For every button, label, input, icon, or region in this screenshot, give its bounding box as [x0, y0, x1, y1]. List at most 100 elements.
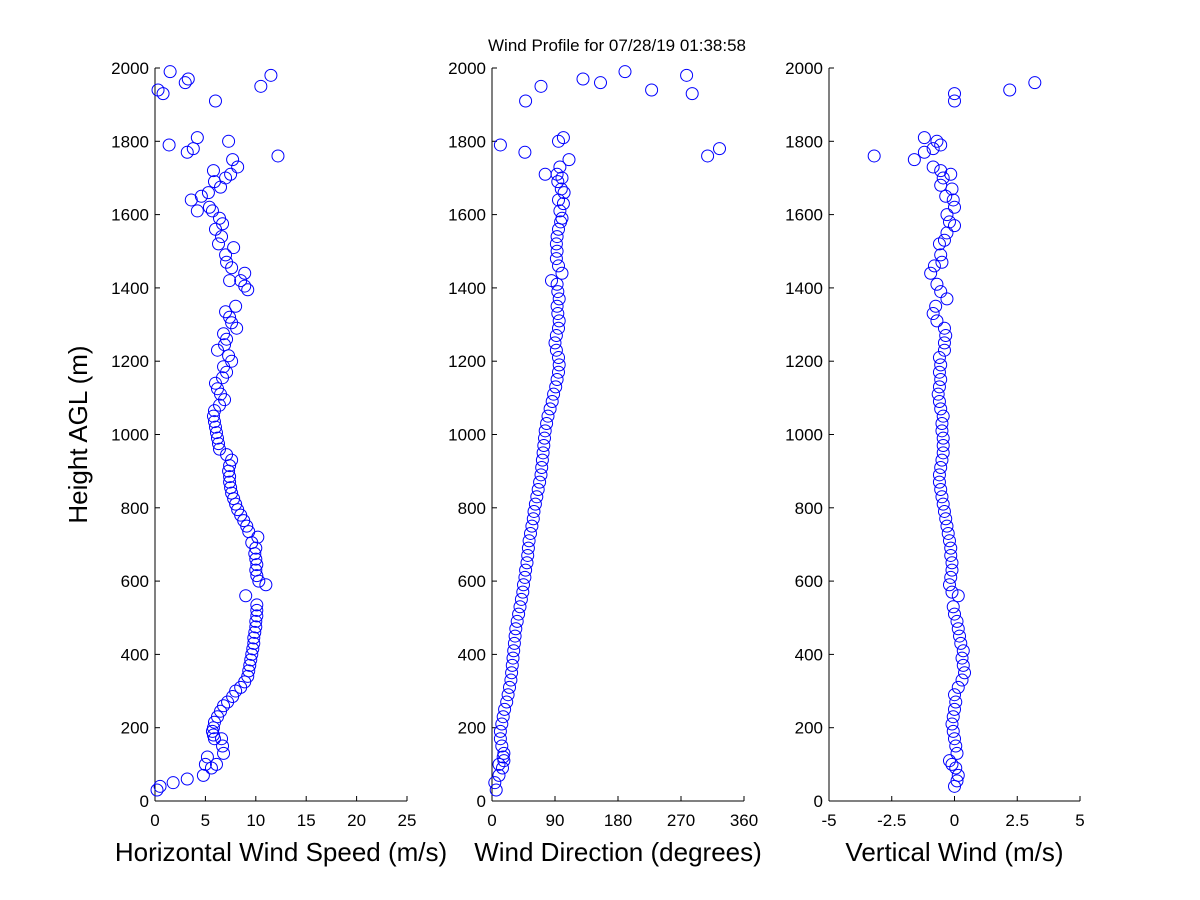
direction-data-point: [524, 526, 537, 540]
direction-data-point: [514, 592, 528, 606]
speed-data-point: [209, 757, 223, 771]
direction-data-point: [509, 622, 523, 636]
vertical-data-point: [934, 285, 948, 299]
vertical-data-point: [948, 94, 961, 108]
vertical-data-point: [946, 600, 960, 614]
vertical-data-point: [932, 475, 946, 489]
speed-data-point: [162, 138, 176, 152]
vertical-data-point: [935, 424, 949, 438]
direction-data-point: [550, 373, 564, 387]
speed-y-tick-label: 600: [121, 572, 149, 591]
vertical-data-point: [945, 717, 959, 731]
speed-y-tick-label: 2000: [111, 59, 149, 78]
direction-data-point: [540, 417, 554, 431]
horizontal-speed-panel: 0 200 400 600 800 1000 1200 1400 1600 1800 2000 0 5 1…: [63, 59, 447, 867]
speed-x-tick-label: 25: [398, 811, 417, 830]
speed-data-point: [150, 783, 164, 797]
vertical-data-point: [930, 134, 944, 148]
direction-data-point: [551, 175, 565, 189]
speed-data-point: [190, 204, 204, 218]
vertical-data-point: [934, 373, 948, 387]
vertical-data-point: [951, 589, 965, 603]
vertical-x-tick-label: 2.5: [1005, 811, 1029, 830]
speed-data-point: [248, 625, 262, 639]
vertical-data-point: [926, 142, 940, 156]
direction-data-point: [496, 710, 510, 724]
direction-data-point: [549, 380, 563, 394]
vertical-data-point: [939, 512, 953, 526]
direction-y-tick-label: 800: [458, 499, 486, 518]
direction-data-point: [552, 314, 566, 328]
speed-data-point: [220, 255, 234, 269]
speed-data-point: [213, 442, 227, 456]
direction-data-point: [521, 548, 535, 562]
vertical-data-point: [936, 431, 950, 445]
speed-data-point: [245, 647, 259, 661]
vertical-data-point: [948, 702, 961, 716]
vertical-data-point: [932, 380, 946, 394]
direction-y-tick-label: 1600: [448, 206, 486, 225]
direction-data-point: [576, 72, 590, 86]
speed-data-point: [234, 274, 248, 288]
vertical-x-tick-label: -5: [821, 811, 836, 830]
direction-data-point: [497, 746, 511, 760]
direction-data-point: [516, 585, 530, 599]
direction-data-point: [520, 556, 534, 570]
vertical-data-point: [944, 167, 958, 181]
vertical-data-point: [934, 358, 948, 372]
direction-data-point: [519, 94, 533, 108]
vertical-data-point: [940, 208, 954, 222]
speed-data-point: [250, 598, 264, 612]
direction-data-point: [508, 629, 522, 643]
direction-data-point: [541, 409, 555, 423]
vertical-data-point: [927, 259, 941, 273]
speed-data-point: [241, 669, 255, 683]
direction-data-point: [555, 211, 569, 225]
vertical-data-point: [950, 746, 964, 760]
vertical-data-point: [929, 299, 943, 313]
speed-data-point: [227, 241, 241, 255]
speed-data-point: [229, 299, 243, 313]
vertical-data-point: [936, 497, 950, 511]
vertical-y-tick-label: 800: [795, 499, 823, 518]
direction-data-point: [713, 142, 726, 156]
direction-data-point: [537, 438, 551, 452]
speed-data-point: [225, 316, 239, 330]
speed-data-point: [264, 68, 278, 82]
speed-data-point: [249, 563, 263, 577]
vertical-data-point: [949, 739, 963, 753]
direction-data-point: [531, 482, 545, 496]
vertical-x-tick-label: 5: [1075, 811, 1084, 830]
direction-data-point: [549, 252, 563, 266]
speed-data-point: [219, 248, 233, 262]
direction-data-point: [545, 395, 559, 409]
speed-data-point: [212, 237, 226, 251]
speed-x-tick-label: 10: [246, 811, 265, 830]
direction-data-point: [535, 460, 549, 474]
speed-data-point: [181, 72, 195, 86]
vertical-data-point: [934, 402, 948, 416]
direction-data-point: [521, 541, 535, 555]
direction-data-point: [503, 680, 516, 694]
speed-data-point: [271, 149, 285, 163]
speed-data-point: [166, 776, 180, 790]
direction-data-point: [685, 87, 699, 101]
direction-data-point: [504, 673, 518, 687]
direction-x-tick-label: 270: [667, 811, 695, 830]
direction-data-point: [535, 453, 549, 467]
vertical-data-point: [948, 688, 961, 702]
direction-data-point: [553, 204, 567, 218]
direction-data-point: [550, 299, 564, 313]
direction-data-point: [489, 783, 503, 797]
vertical-data-point: [951, 768, 965, 782]
speed-x-tick-label: 5: [201, 811, 210, 830]
vertical-data-point: [917, 145, 931, 159]
vertical-y-tick-label: 1800: [785, 132, 823, 151]
speed-data-point: [196, 768, 210, 782]
speed-data-point: [212, 437, 226, 451]
direction-data-point: [552, 358, 566, 372]
vertical-data-point: [941, 526, 955, 540]
speed-data-point: [249, 614, 263, 628]
speed-data-point: [249, 552, 263, 566]
vertical-data-point: [937, 343, 951, 357]
